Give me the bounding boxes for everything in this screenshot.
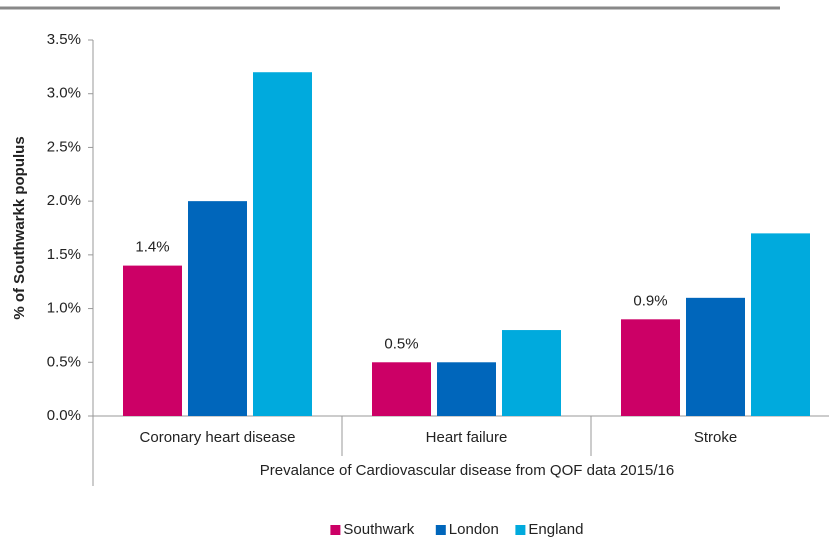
y-tick-label: 2.5% — [47, 138, 81, 155]
x-tick-label: Heart failure — [426, 429, 508, 446]
y-tick-label: 3.0% — [47, 85, 81, 102]
y-tick-label: 1.5% — [47, 246, 81, 263]
bar — [751, 233, 810, 416]
bar — [621, 319, 680, 416]
y-axis-title: % of Southwarkk populus — [11, 136, 28, 319]
bar — [253, 72, 312, 416]
bar — [686, 297, 745, 416]
y-tick-label: 1.0% — [47, 300, 81, 317]
data-label: 0.5% — [384, 335, 418, 352]
y-tick-label: 0.0% — [47, 407, 81, 424]
legend-label: London — [449, 521, 499, 538]
y-tick-label: 2.0% — [47, 192, 81, 209]
bar — [188, 201, 247, 416]
x-tick-label: Coronary heart disease — [140, 429, 296, 446]
bar — [437, 362, 496, 416]
bar — [502, 330, 561, 416]
legend-swatch — [435, 525, 446, 535]
y-tick-label: 0.5% — [47, 353, 81, 370]
data-label: 0.9% — [633, 292, 667, 309]
x-axis-title: Prevalance of Cardiovascular disease fro… — [260, 462, 674, 479]
legend-swatch — [515, 525, 526, 535]
bar — [372, 362, 431, 416]
bar — [123, 265, 182, 416]
legend-swatch — [330, 525, 341, 535]
data-label: 1.4% — [135, 239, 169, 256]
x-tick-label: Stroke — [694, 429, 737, 446]
legend-label: Southwark — [343, 521, 414, 538]
y-tick-label: 3.5% — [47, 31, 81, 48]
legend-label: England — [528, 521, 583, 538]
